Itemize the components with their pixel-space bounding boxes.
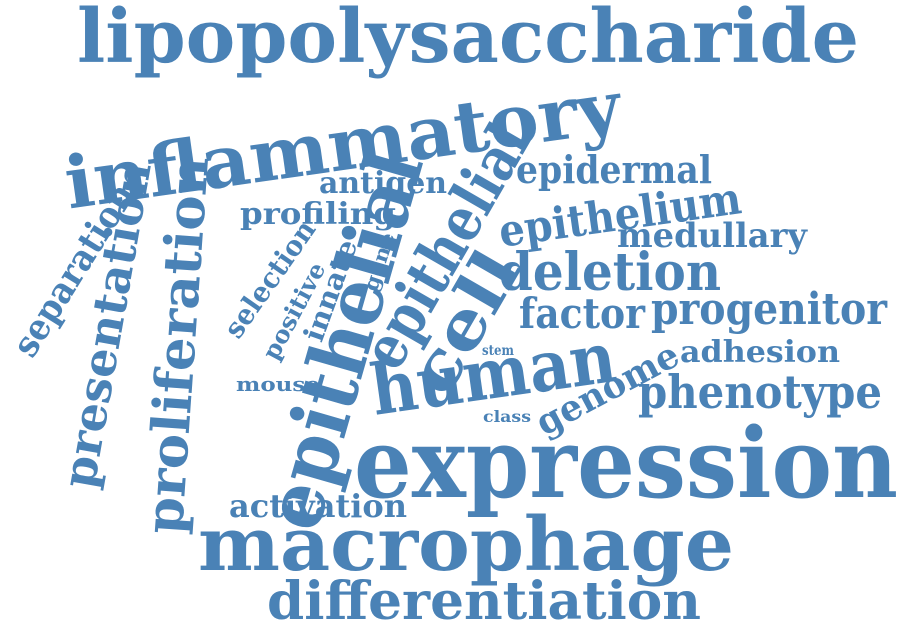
word-activation: activation: [229, 487, 407, 525]
word-profiling: profiling: [240, 197, 396, 232]
word-mouse: mouse: [236, 372, 320, 396]
word-macrophage: macrophage: [198, 502, 734, 588]
word-lipopolysaccharide: lipopolysaccharide: [77, 0, 859, 80]
word-factor: factor: [519, 289, 646, 338]
word-progenitor: progenitor: [651, 284, 888, 335]
word-differentiation: differentiation: [267, 571, 701, 627]
word-expression: expression: [354, 407, 898, 520]
word-stem: stem: [482, 343, 514, 359]
word-deletion: deletion: [499, 242, 721, 303]
word-class: class: [483, 407, 531, 426]
word-medullary: medullary: [617, 216, 808, 256]
word-phenotype: phenotype: [638, 365, 882, 419]
word-adhesion: adhesion: [680, 335, 840, 370]
word-epidermal: epidermal: [516, 147, 712, 192]
word-antigen: antigen: [319, 166, 447, 201]
